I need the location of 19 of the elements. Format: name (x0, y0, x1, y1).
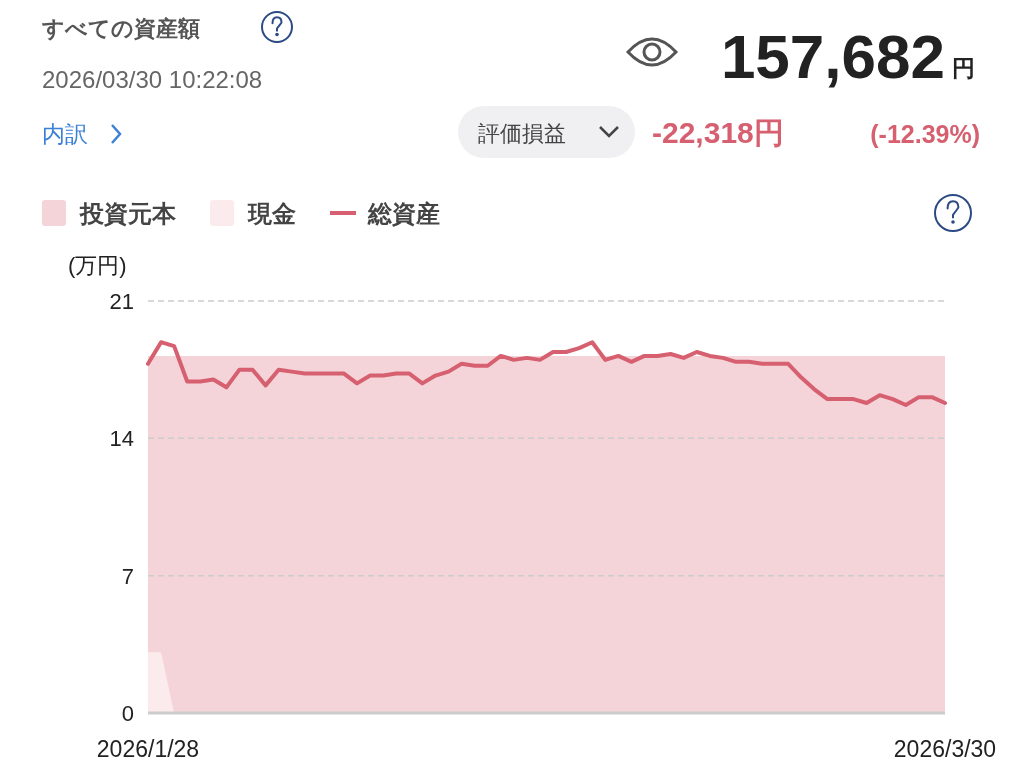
chart-subtitle: 2026/03/30 10:22:08 (42, 66, 263, 93)
y-tick-label: 14 (109, 426, 134, 452)
x-tick-label: 2026/1/28 (96, 736, 200, 762)
text: -22,318円 (652, 116, 784, 149)
legend-label: 投資元本 (79, 200, 177, 227)
chart-title: すべての資産額 (41, 16, 200, 41)
legend-label: 総資産 (367, 200, 440, 227)
y-tick-label: 21 (109, 289, 134, 314)
y-tick-label: 7 (121, 563, 134, 589)
text: 157,682 (720, 22, 945, 91)
text: (-12.39%) (870, 120, 980, 148)
text: 内訳 (42, 121, 88, 147)
line-series (146, 340, 947, 407)
text: 円 (952, 55, 975, 81)
legend-label: 現金 (247, 200, 296, 227)
x-tick-label: 2026/3/30 (893, 736, 997, 762)
y-tick-label: 0 (121, 701, 134, 726)
y-axis-title: (万円) (68, 253, 127, 278)
text: 評価損益 (478, 121, 566, 146)
